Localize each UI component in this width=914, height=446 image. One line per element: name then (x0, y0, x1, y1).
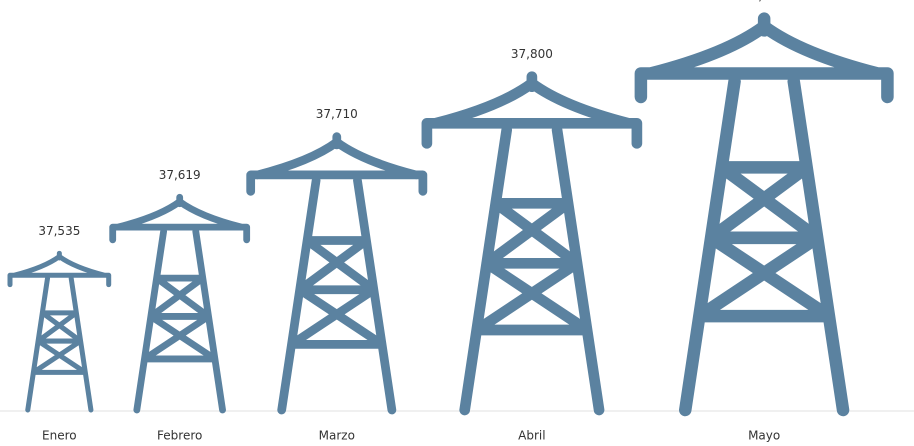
x-tick-label: Febrero (157, 429, 202, 443)
tower (634, 12, 894, 417)
x-tick-label: Marzo (319, 429, 355, 443)
tower-shape (109, 193, 251, 414)
value-label: 37,887 (743, 0, 785, 3)
tower-shape (634, 12, 894, 417)
value-label: 37,619 (159, 168, 201, 182)
x-tick-label: Enero (42, 429, 77, 443)
tower-shape (7, 250, 112, 413)
tower (421, 71, 643, 416)
tower (246, 132, 428, 415)
value-label: 37,535 (38, 224, 80, 238)
tower (7, 250, 112, 413)
tower (109, 193, 251, 414)
tower-shape (421, 71, 643, 416)
x-tick-label: Mayo (748, 429, 780, 443)
value-label: 37,710 (316, 107, 358, 121)
value-label: 37,800 (511, 47, 553, 61)
tower-shape (246, 132, 428, 415)
x-tick-label: Abril (518, 429, 545, 443)
